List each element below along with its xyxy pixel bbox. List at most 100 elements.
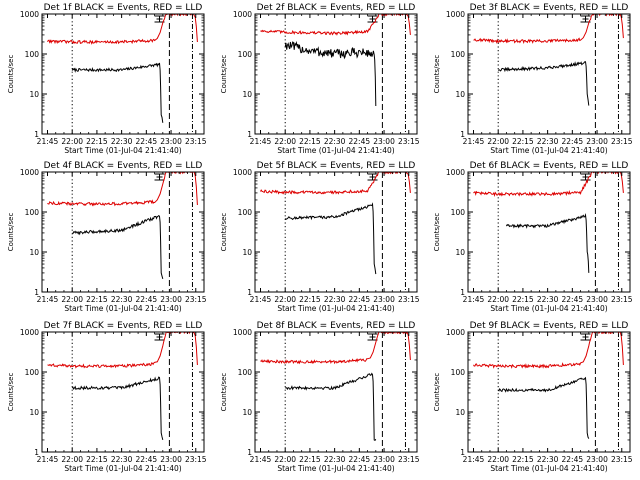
x-tick-label: 21:45	[250, 137, 272, 146]
detector-panel: Det 2f BLACK = Events, RED = LLD 1 10 100 10…	[220, 3, 420, 155]
y-tick-label: 10	[455, 408, 465, 417]
plot-frame	[254, 331, 418, 453]
x-tick-label: 22:00	[61, 137, 83, 146]
x-tick-label: 22:00	[487, 455, 509, 464]
error-bar-marker	[154, 15, 165, 23]
x-tick-label: 23:15	[398, 137, 420, 146]
detector-panel: Det 4f BLACK = Events, RED = LLD 1 10 100 10…	[7, 161, 207, 313]
error-bar-marker	[367, 173, 378, 181]
plot-frame	[467, 331, 631, 453]
events-series-line	[497, 61, 590, 106]
lld-series-line	[260, 14, 411, 36]
y-tick-label: 10	[29, 90, 39, 99]
x-axis-label: Start Time (01-Jul-04 21:41:40)	[490, 464, 607, 473]
y-tick-label: 1	[247, 130, 252, 139]
x-tick-label: 22:00	[274, 455, 296, 464]
y-tick-label: 10	[242, 248, 252, 257]
x-tick-label: 22:45	[136, 295, 158, 304]
y-axis-label: Counts/sec	[433, 55, 441, 94]
y-tick-label: 1000	[20, 168, 39, 177]
y-tick-label: 10	[455, 248, 465, 257]
plot-frame	[467, 171, 631, 293]
x-tick-label: 23:00	[586, 455, 608, 464]
x-tick-label: 21:45	[37, 137, 59, 146]
x-tick-label: 22:00	[274, 137, 296, 146]
panel-title: Det 7f BLACK = Events, RED = LLD	[44, 321, 203, 331]
x-tick-label: 22:45	[136, 137, 158, 146]
error-bar-marker	[580, 333, 591, 341]
events-series-line	[72, 214, 164, 280]
error-bar-marker	[580, 15, 591, 23]
plot-frame	[254, 171, 418, 293]
x-tick-label: 21:45	[250, 295, 272, 304]
error-bar-marker	[367, 15, 378, 23]
y-tick-label: 1	[34, 130, 39, 139]
x-tick-label: 23:15	[185, 295, 207, 304]
lld-series-line	[473, 14, 624, 45]
y-tick-label: 1000	[446, 168, 465, 177]
y-axis-label: Counts/sec	[220, 55, 228, 94]
y-axis-label: Counts/sec	[7, 55, 15, 94]
y-tick-label: 1	[247, 448, 252, 457]
x-tick-label: 23:15	[185, 455, 207, 464]
panel-title: Det 1f BLACK = Events, RED = LLD	[44, 3, 203, 13]
x-tick-label: 22:15	[299, 137, 321, 146]
x-tick-label: 22:45	[349, 295, 371, 304]
plot-frame	[467, 13, 631, 135]
plot-frame	[254, 13, 418, 135]
y-tick-label: 10	[455, 90, 465, 99]
x-tick-label: 22:15	[299, 455, 321, 464]
error-bar-marker	[580, 173, 591, 181]
detector-panel: Det 6f BLACK = Events, RED = LLD 1 10 100 10…	[433, 161, 633, 313]
x-tick-label: 22:45	[562, 137, 584, 146]
error-bar-marker	[154, 333, 165, 341]
y-tick-label: 1	[460, 130, 465, 139]
x-tick-label: 21:45	[463, 137, 485, 146]
y-tick-label: 1000	[20, 10, 39, 19]
detector-panel: Det 7f BLACK = Events, RED = LLD 1 10 100 10…	[7, 321, 207, 473]
x-tick-label: 22:45	[349, 137, 371, 146]
panel-title: Det 9f BLACK = Events, RED = LLD	[470, 321, 629, 331]
events-series-line	[284, 40, 377, 107]
x-tick-label: 23:15	[611, 137, 633, 146]
error-bar-marker	[367, 333, 378, 341]
panel-title: Det 2f BLACK = Events, RED = LLD	[257, 3, 416, 13]
x-tick-label: 22:30	[324, 137, 346, 146]
lld-series-line	[47, 332, 198, 369]
x-tick-label: 23:15	[611, 295, 633, 304]
y-tick-label: 10	[29, 408, 39, 417]
x-tick-label: 23:15	[185, 137, 207, 146]
x-tick-label: 23:15	[398, 295, 420, 304]
x-tick-label: 22:15	[512, 295, 534, 304]
x-tick-label: 21:45	[37, 455, 59, 464]
lld-series-line	[47, 14, 198, 45]
y-axis-label: Counts/sec	[7, 213, 15, 252]
x-tick-label: 22:15	[512, 455, 534, 464]
y-axis-label: Counts/sec	[220, 213, 228, 252]
x-tick-label: 22:30	[111, 455, 133, 464]
x-tick-label: 21:45	[463, 455, 485, 464]
detector-panel: Det 3f BLACK = Events, RED = LLD 1 10 100 10…	[433, 3, 633, 155]
x-tick-label: 23:00	[160, 295, 182, 304]
x-tick-label: 22:00	[487, 295, 509, 304]
y-tick-label: 100	[238, 208, 253, 217]
detector-panel: Det 1f BLACK = Events, RED = LLD 1 10 100 10…	[7, 3, 207, 155]
detector-panel: Det 9f BLACK = Events, RED = LLD 1 10 100 10…	[433, 321, 633, 473]
y-axis-label: Counts/sec	[7, 373, 15, 412]
lld-series-line	[473, 172, 624, 197]
plot-frame	[41, 13, 205, 135]
y-axis-label: Counts/sec	[433, 373, 441, 412]
x-tick-label: 22:15	[86, 295, 108, 304]
y-tick-label: 100	[25, 208, 40, 217]
x-tick-label: 22:15	[86, 137, 108, 146]
y-tick-label: 100	[238, 368, 253, 377]
lld-series-line	[473, 332, 624, 369]
detector-panel: Det 8f BLACK = Events, RED = LLD 1 10 100 10…	[220, 321, 420, 473]
events-series-line	[285, 372, 377, 442]
x-tick-label: 22:00	[61, 295, 83, 304]
x-axis-label: Start Time (01-Jul-04 21:41:40)	[490, 304, 607, 313]
lld-series-line	[47, 172, 198, 207]
y-tick-label: 100	[25, 368, 40, 377]
y-tick-label: 1	[34, 288, 39, 297]
